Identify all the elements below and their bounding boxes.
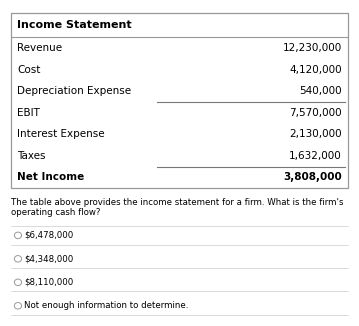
Text: 540,000: 540,000 — [299, 86, 342, 96]
Circle shape — [14, 279, 22, 286]
Text: Depreciation Expense: Depreciation Expense — [17, 86, 131, 96]
Circle shape — [14, 256, 22, 262]
Text: 1,632,000: 1,632,000 — [289, 151, 342, 161]
Text: 7,570,000: 7,570,000 — [289, 108, 342, 118]
Text: 4,120,000: 4,120,000 — [289, 65, 342, 75]
Text: 3,808,000: 3,808,000 — [283, 172, 342, 182]
Text: The table above provides the income statement for a firm. What is the firm's ope: The table above provides the income stat… — [11, 198, 343, 217]
Bar — [11, 13, 348, 188]
Text: Cost: Cost — [17, 65, 41, 75]
Circle shape — [14, 303, 22, 309]
Text: Interest Expense: Interest Expense — [17, 129, 105, 139]
Text: Income Statement: Income Statement — [17, 20, 132, 30]
Text: Net Income: Net Income — [17, 172, 84, 182]
Text: 12,230,000: 12,230,000 — [283, 43, 342, 53]
Text: EBIT: EBIT — [17, 108, 40, 118]
Circle shape — [14, 232, 22, 239]
Text: Not enough information to determine.: Not enough information to determine. — [24, 301, 189, 310]
Text: $4,348,000: $4,348,000 — [24, 254, 74, 263]
Text: $6,478,000: $6,478,000 — [24, 231, 74, 240]
Text: Taxes: Taxes — [17, 151, 46, 161]
Text: $8,110,000: $8,110,000 — [24, 278, 74, 287]
Text: Revenue: Revenue — [17, 43, 62, 53]
Text: 2,130,000: 2,130,000 — [289, 129, 342, 139]
